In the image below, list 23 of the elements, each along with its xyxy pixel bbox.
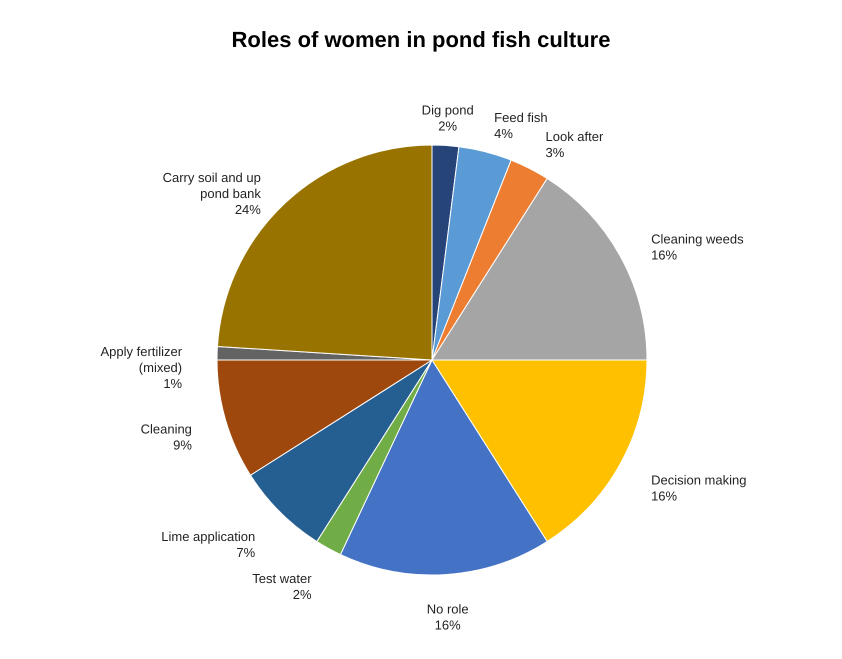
slice-label: Look after	[546, 129, 604, 144]
data-label: 7%	[236, 544, 256, 560]
data-label: 9%	[173, 438, 192, 453]
data-label: 2%	[292, 587, 312, 602]
slice-label: Dig pond	[422, 102, 474, 118]
data-label: 4%	[494, 126, 514, 141]
data-label: 2%	[438, 118, 458, 134]
slice-label: Test water	[252, 571, 312, 586]
slice-label: Apply fertilizer (mixed)	[100, 344, 183, 376]
data-label: 3%	[546, 145, 565, 160]
slice-label: Decision making	[651, 472, 746, 488]
slice-label: Carry soil and up pond bank	[162, 170, 262, 201]
slice-label: Cleaning weeds	[651, 232, 744, 247]
slice-label: Cleaning	[140, 422, 192, 437]
slice-label: No role	[426, 602, 469, 617]
data-label: 16%	[651, 248, 678, 263]
chart-title: Roles of women in pond fish culture	[232, 27, 610, 52]
slice-label: Lime application	[161, 528, 256, 544]
slice-label: Feed fish	[494, 110, 548, 125]
data-label: 24%	[234, 202, 262, 217]
data-label: 16%	[651, 488, 678, 504]
data-label: 16%	[434, 618, 462, 633]
data-label: 1%	[163, 376, 183, 392]
